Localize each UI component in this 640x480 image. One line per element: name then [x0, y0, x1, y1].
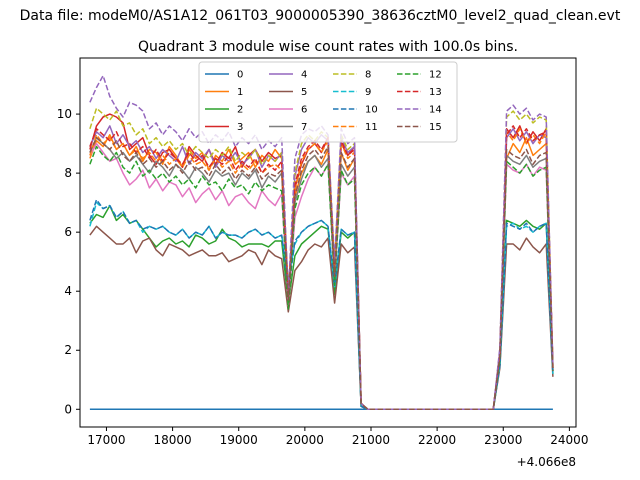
series-line-15: [89, 136, 554, 411]
legend-label-7: 7: [301, 122, 307, 133]
figure-suptitle: Data file: modeM0/AS1A12_061T03_90000053…: [20, 8, 621, 24]
legend-label-15: 15: [429, 122, 442, 133]
chart-title: Quadrant 3 module wise count rates with …: [138, 39, 518, 55]
legend-label-10: 10: [365, 105, 378, 116]
series-line-13: [89, 125, 554, 411]
x-tick-label: 24000: [550, 433, 588, 447]
x-axis: 17000 18000 19000 20000 21000 22000 23000 24000: [87, 427, 588, 447]
legend-label-2: 2: [237, 105, 243, 116]
x-tick-label: 23000: [484, 433, 522, 447]
y-axis: 0 2 4 6 8 10: [57, 107, 80, 416]
x-tick-label: 18000: [153, 433, 191, 447]
legend-label-1: 1: [237, 87, 243, 98]
legend-label-6: 6: [301, 105, 307, 116]
y-tick-label: 8: [64, 166, 72, 180]
legend-label-8: 8: [365, 70, 371, 81]
legend-label-9: 9: [365, 87, 371, 98]
legend-label-0: 0: [237, 70, 243, 81]
x-tick-label: 21000: [352, 433, 390, 447]
x-tick-label: 22000: [418, 433, 456, 447]
legend-label-11: 11: [365, 122, 378, 133]
x-offset-label: +4.066e8: [517, 455, 576, 469]
y-tick-label: 2: [64, 343, 72, 357]
y-tick-label: 4: [64, 284, 72, 298]
legend-label-12: 12: [429, 70, 442, 81]
legend-label-4: 4: [301, 70, 307, 81]
legend-label-13: 13: [429, 87, 442, 98]
legend-box: [198, 61, 458, 143]
legend-label-3: 3: [237, 122, 243, 133]
x-tick-label: 19000: [220, 433, 258, 447]
plot-frame: [79, 57, 577, 428]
x-tick-label: 20000: [286, 433, 324, 447]
legend-label-5: 5: [301, 87, 307, 98]
y-tick-label: 6: [64, 225, 72, 239]
plot-lines: [89, 74, 554, 411]
x-tick-label: 17000: [87, 433, 125, 447]
y-tick-label: 10: [57, 107, 72, 121]
y-tick-label: 0: [64, 402, 72, 416]
legend-label-14: 14: [429, 105, 442, 116]
